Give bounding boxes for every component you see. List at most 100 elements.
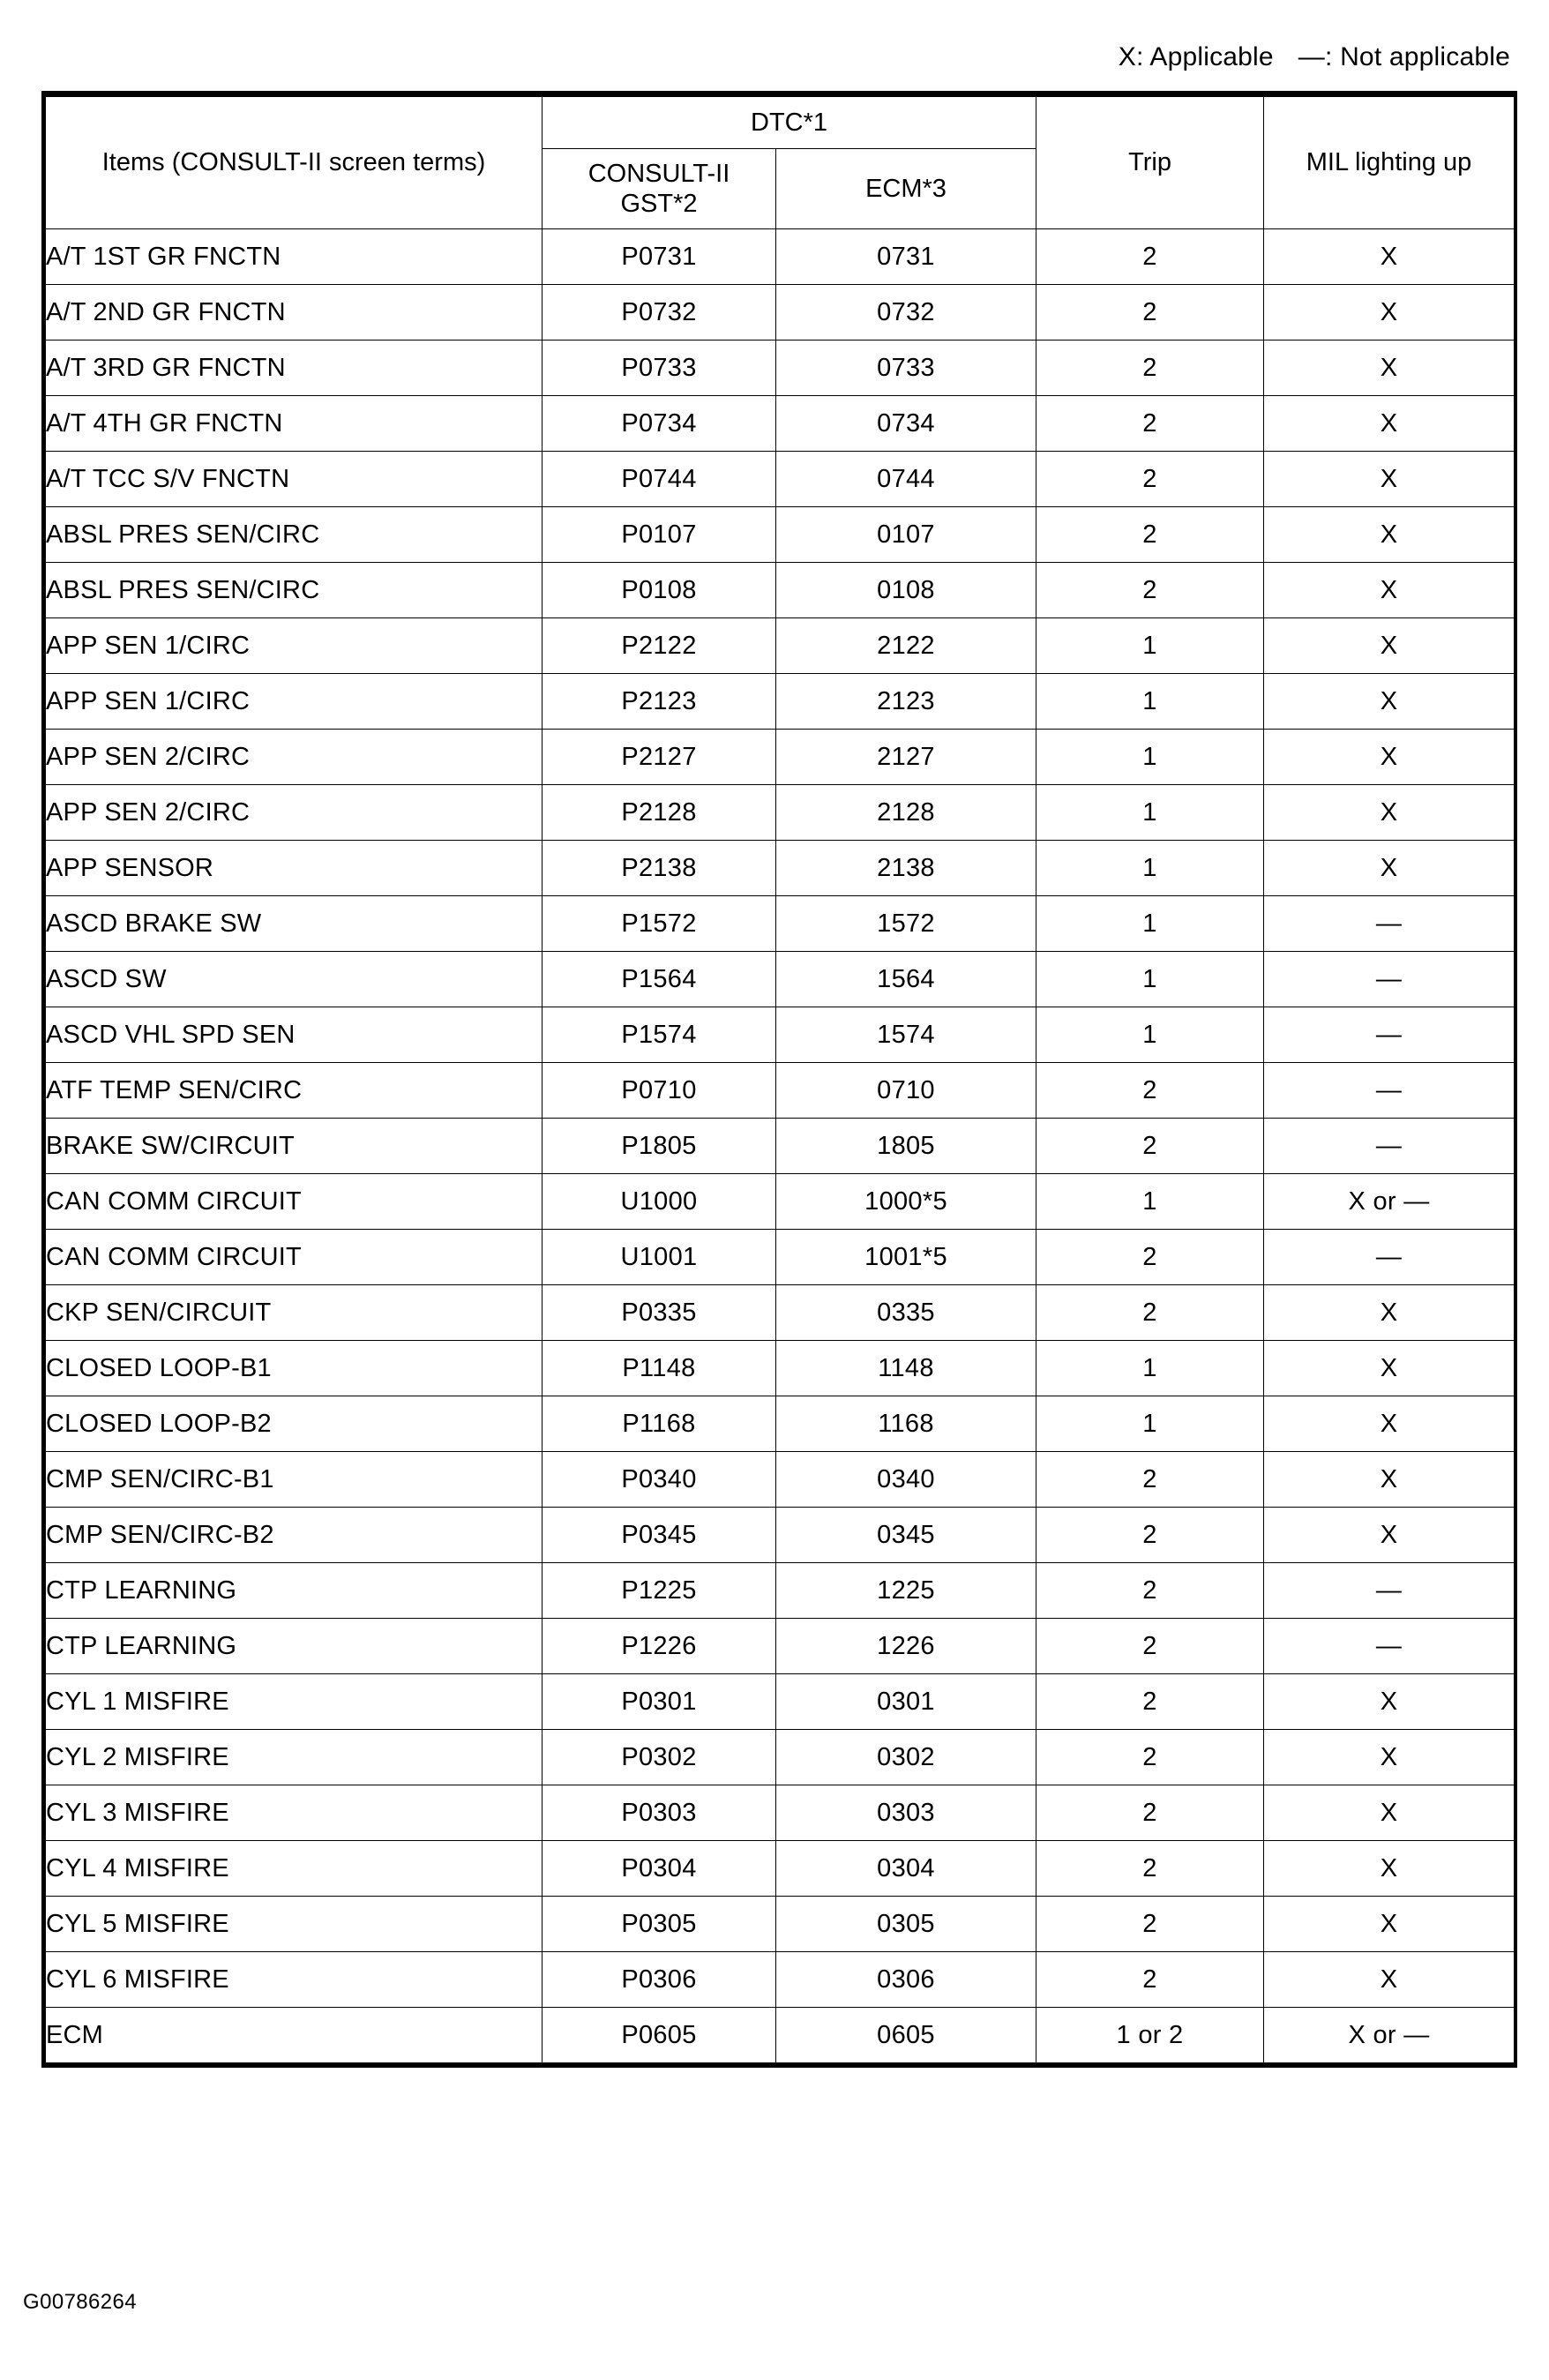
cell-consult-gst: P0305 — [542, 1896, 776, 1952]
table-row: CYL 3 MISFIRE P0303 0303 2 X — [45, 1785, 1515, 1841]
legend: X: Applicable —: Not applicable — [0, 42, 1510, 72]
cell-item: CAN COMM CIRCUIT — [45, 1229, 543, 1285]
cell-trip: 2 — [1036, 1229, 1265, 1285]
cell-ecm: 0306 — [774, 1951, 1037, 2008]
cell-mil: X — [1263, 1451, 1515, 1508]
cell-mil: — — [1263, 1062, 1515, 1119]
legend-applicable: X: Applicable — [1118, 42, 1274, 71]
cell-consult-gst: P0301 — [542, 1673, 776, 1730]
cell-consult-gst: P0340 — [542, 1451, 776, 1508]
cell-item: CTP LEARNING — [45, 1562, 543, 1619]
cell-ecm: 0303 — [774, 1785, 1037, 1841]
cell-item: A/T 3RD GR FNCTN — [45, 340, 543, 396]
cell-consult-gst: P0731 — [542, 228, 776, 285]
cell-trip: 1 — [1036, 1007, 1265, 1063]
cell-trip: 1 — [1036, 784, 1265, 841]
table-row: BRAKE SW/CIRCUIT P1805 1805 2— — [45, 1118, 1515, 1174]
cell-item: ABSL PRES SEN/CIRC — [45, 562, 543, 618]
cell-mil: X — [1263, 1507, 1515, 1563]
cell-consult-gst: P0744 — [542, 451, 776, 507]
table-row: ASCD VHL SPD SEN P1574 1574 1— — [45, 1007, 1515, 1063]
cell-ecm: 0340 — [774, 1451, 1037, 1508]
cell-trip: 2 — [1036, 228, 1265, 285]
table-row: CYL 5 MISFIRE P0305 0305 2 X — [45, 1896, 1515, 1952]
cell-ecm: 2122 — [774, 617, 1037, 674]
cell-trip: 2 — [1036, 1673, 1265, 1730]
cell-trip: 2 — [1036, 284, 1265, 341]
cell-item: APP SEN 2/CIRC — [45, 729, 543, 785]
cell-ecm: 0107 — [774, 506, 1037, 563]
cell-trip: 2 — [1036, 1896, 1265, 1952]
column-header-items: Items (CONSULT-II screen terms) — [45, 96, 543, 229]
cell-consult-gst: P0732 — [542, 284, 776, 341]
table-row: CYL 2 MISFIRE P0302 0302 2 X — [45, 1729, 1515, 1785]
cell-mil: — — [1263, 1618, 1515, 1674]
cell-consult-gst: P1572 — [542, 895, 776, 952]
cell-consult-gst: P0345 — [542, 1507, 776, 1563]
cell-item: ASCD BRAKE SW — [45, 895, 543, 952]
consult-gst-line2: GST*2 — [620, 190, 698, 218]
cell-mil: — — [1263, 951, 1515, 1007]
cell-consult-gst: U1001 — [542, 1229, 776, 1285]
cell-mil: X — [1263, 395, 1515, 452]
cell-mil: X — [1263, 1284, 1515, 1341]
table-row: CYL 4 MISFIRE P0304 0304 2 X — [45, 1840, 1515, 1897]
cell-consult-gst: P1574 — [542, 1007, 776, 1063]
cell-consult-gst: P2123 — [542, 673, 776, 730]
cell-trip: 2 — [1036, 506, 1265, 563]
cell-item: APP SENSOR — [45, 840, 543, 896]
cell-item: ABSL PRES SEN/CIRC — [45, 506, 543, 563]
column-header-mil: MIL lighting up — [1263, 96, 1515, 229]
cell-mil: — — [1263, 895, 1515, 952]
cell-consult-gst: P0734 — [542, 395, 776, 452]
cell-trip: 2 — [1036, 1618, 1265, 1674]
cell-item: CYL 2 MISFIRE — [45, 1729, 543, 1785]
cell-trip: 1 — [1036, 617, 1265, 674]
cell-consult-gst: P0107 — [542, 506, 776, 563]
cell-trip: 2 — [1036, 1062, 1265, 1119]
cell-consult-gst: P0108 — [542, 562, 776, 618]
cell-mil: X — [1263, 1729, 1515, 1785]
cell-trip: 2 — [1036, 1729, 1265, 1785]
cell-ecm: 2128 — [774, 784, 1037, 841]
cell-item: CMP SEN/CIRC-B2 — [45, 1507, 543, 1563]
cell-mil: X — [1263, 1396, 1515, 1452]
cell-mil: X — [1263, 729, 1515, 785]
cell-trip: 2 — [1036, 1451, 1265, 1508]
cell-trip: 1 — [1036, 1396, 1265, 1452]
table-row: CAN COMM CIRCUIT U1001 1001*5 2— — [45, 1229, 1515, 1285]
table-row: APP SEN 2/CIRC P2127 2127 1 X — [45, 729, 1515, 785]
table-row: CLOSED LOOP-B1 P1148 1148 1 X — [45, 1340, 1515, 1396]
column-header-ecm: ECM*3 — [774, 148, 1037, 229]
cell-trip: 2 — [1036, 1507, 1265, 1563]
cell-ecm: 0744 — [774, 451, 1037, 507]
table-row: A/T 4TH GR FNCTN P0734 0734 2 X — [45, 395, 1515, 452]
cell-ecm: 1168 — [774, 1396, 1037, 1452]
cell-item: CYL 5 MISFIRE — [45, 1896, 543, 1952]
cell-trip: 1 — [1036, 951, 1265, 1007]
cell-ecm: 1000*5 — [774, 1173, 1037, 1230]
cell-ecm: 0335 — [774, 1284, 1037, 1341]
cell-ecm: 0732 — [774, 284, 1037, 341]
table-row: CLOSED LOOP-B2 P1168 1168 1 X — [45, 1396, 1515, 1452]
cell-consult-gst: P0304 — [542, 1840, 776, 1897]
cell-mil: — — [1263, 1562, 1515, 1619]
cell-mil: X — [1263, 1896, 1515, 1952]
cell-consult-gst: P0733 — [542, 340, 776, 396]
table-row: A/T 3RD GR FNCTN P0733 0733 2 X — [45, 340, 1515, 396]
cell-consult-gst: P0302 — [542, 1729, 776, 1785]
cell-consult-gst: P1564 — [542, 951, 776, 1007]
table-row: A/T TCC S/V FNCTN P0744 0744 2 X — [45, 451, 1515, 507]
table-body: A/T 1ST GR FNCTN P0731 0731 2 X A/T 2ND GR FN… — [45, 228, 1515, 2062]
cell-consult-gst: P0306 — [542, 1951, 776, 2008]
cell-trip: 2 — [1036, 1840, 1265, 1897]
cell-item: A/T 4TH GR FNCTN — [45, 395, 543, 452]
cell-mil: X — [1263, 451, 1515, 507]
cell-ecm: 0302 — [774, 1729, 1037, 1785]
cell-item: CAN COMM CIRCUIT — [45, 1173, 543, 1230]
cell-item: APP SEN 1/CIRC — [45, 673, 543, 730]
cell-item: CKP SEN/CIRCUIT — [45, 1284, 543, 1341]
table-row: CAN COMM CIRCUIT U1000 1000*5 1 X or — — [45, 1173, 1515, 1230]
